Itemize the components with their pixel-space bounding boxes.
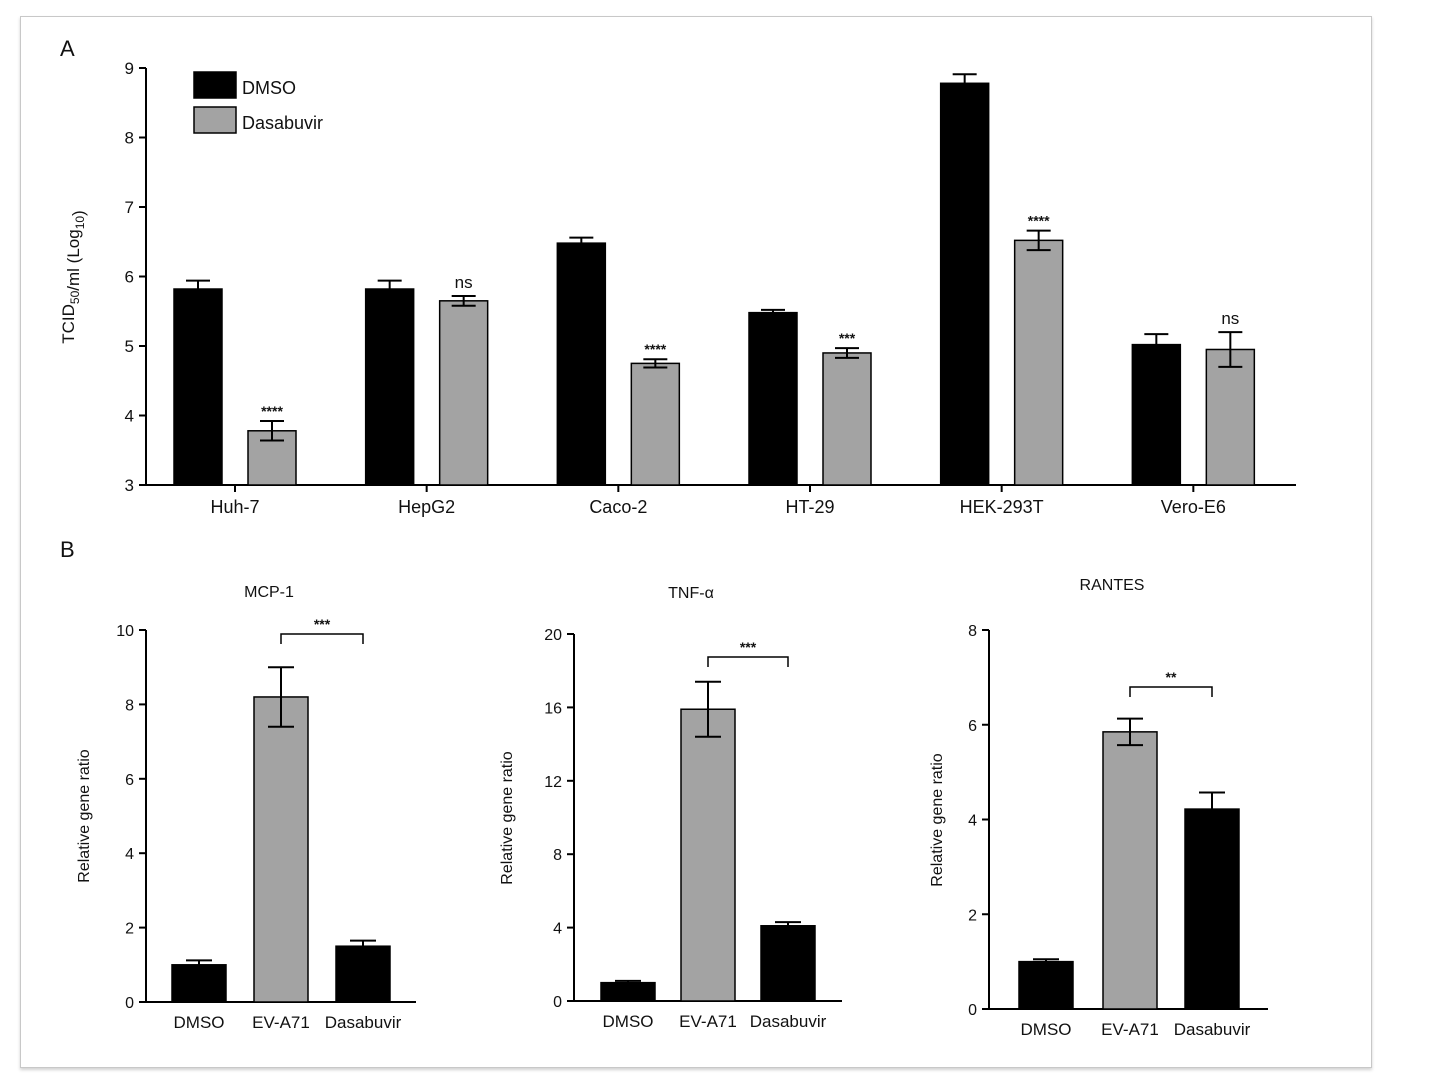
significance-label-a: ns	[455, 273, 473, 292]
y-tick-label-a: 5	[125, 337, 134, 356]
bar-a-dasabuvir	[438, 300, 489, 486]
x-tick-label-a: HEK-293T	[960, 497, 1044, 517]
y-tick-label-b: 2	[968, 907, 977, 924]
significance-label-a: ***	[839, 330, 856, 346]
panel-b-mcp1-chart: B MCP-1 0 2 4 6 8 10 Relative gene ratio DMSO EV-A…	[60, 537, 416, 1032]
y-tick-label-a: 8	[125, 129, 134, 148]
panel-a-chart: A 3 4 5 6 7 8 9 TCID50/ml (Log10) **** Huh-7 ns HepG…	[59, 36, 1296, 517]
legend-label-dasabuvir: Dasabuvir	[242, 113, 323, 133]
significance-bracket	[1129, 686, 1213, 697]
significance-label-a: ****	[261, 403, 283, 419]
bar-a-dmso	[173, 288, 223, 486]
y-axis-label-b: Relative gene ratio	[929, 753, 946, 887]
significance-bracket	[280, 633, 364, 644]
y-tick-label-b: 8	[968, 623, 977, 640]
y-tick-label-a: 4	[125, 407, 134, 426]
y-tick-label-b: 8	[553, 847, 562, 864]
bar-b-dasabuvir	[760, 925, 816, 1002]
y-axis-label-part: /ml (Log	[64, 229, 83, 290]
bar-b-dmso	[1018, 960, 1074, 1010]
bar-b-ev-a71	[253, 696, 309, 1003]
significance-label-b: **	[1166, 669, 1177, 685]
x-tick-label-a: Huh-7	[210, 497, 259, 517]
y-axis-label-a: TCID50/ml (Log10)	[59, 210, 88, 343]
y-tick-label-a: 3	[125, 476, 134, 495]
x-tick-label-a: HepG2	[398, 497, 455, 517]
y-tick-label-a: 7	[125, 198, 134, 217]
y-tick-label-b: 12	[544, 774, 562, 791]
bar-b-dasabuvir	[335, 945, 391, 1003]
bar-a-dasabuvir	[630, 362, 681, 486]
bar-a-dasabuvir	[1205, 348, 1256, 486]
legend-label-dmso: DMSO	[242, 78, 296, 98]
y-tick-label-b: 8	[125, 697, 134, 714]
y-tick-label-b: 0	[553, 994, 562, 1011]
bar-b-dmso	[171, 964, 227, 1003]
significance-label-a: ****	[1028, 213, 1050, 229]
y-tick-label-b: 10	[116, 623, 134, 640]
x-tick-label-a: HT-29	[785, 497, 834, 517]
y-tick-label-b: 4	[553, 921, 562, 938]
bar-b-ev-a71	[680, 708, 736, 1002]
x-tick-label-b: EV-A71	[252, 1013, 310, 1032]
subchart-title: MCP-1	[244, 584, 294, 601]
legend-swatch-dasabuvir	[193, 106, 237, 134]
bar-b-dasabuvir	[1184, 808, 1240, 1010]
x-tick-label-b: DMSO	[603, 1012, 654, 1031]
bar-a-dasabuvir	[822, 352, 872, 486]
bar-a-dmso	[1131, 343, 1182, 486]
x-tick-label-b: Dasabuvir	[750, 1012, 827, 1031]
y-tick-label-b: 0	[125, 995, 134, 1012]
bar-a-dmso	[939, 82, 990, 486]
y-tick-label-a: 9	[125, 59, 134, 78]
x-tick-label-b: DMSO	[174, 1013, 225, 1032]
y-axis-label-b: Relative gene ratio	[76, 749, 93, 883]
y-axis-label-part: )	[69, 210, 88, 216]
subchart-title: TNF-α	[668, 585, 714, 602]
x-tick-label-b: DMSO	[1021, 1020, 1072, 1039]
y-tick-label-b: 4	[968, 813, 977, 830]
legend-swatch-dmso	[193, 71, 237, 99]
x-tick-label-a: Vero-E6	[1161, 497, 1226, 517]
y-axis-label-subscript: 50	[68, 290, 82, 304]
y-tick-label-b: 16	[544, 700, 562, 717]
y-tick-label-a: 6	[125, 268, 134, 287]
y-tick-label-b: 0	[968, 1002, 977, 1019]
panel-b-tnf-chart: TNF-α 0 4 8 12 16 20 Relative gene ratio DMSO EV-…	[499, 585, 842, 1031]
x-tick-label-b: EV-A71	[1101, 1020, 1159, 1039]
significance-label-a: ns	[1221, 309, 1239, 328]
bar-a-dmso	[556, 242, 607, 486]
x-tick-label-a: Caco-2	[589, 497, 647, 517]
significance-label-a: ****	[644, 341, 666, 357]
y-tick-label-b: 2	[125, 921, 134, 938]
bar-a-dasabuvir	[1013, 239, 1064, 486]
panel-label-a: A	[60, 36, 75, 61]
y-axis-label-subscript: 10	[73, 216, 87, 230]
y-tick-label-b: 6	[968, 718, 977, 735]
panel-b-rantes-chart: RANTES 0 2 4 6 8 Relative gene ratio DMSO EV-A71…	[929, 577, 1268, 1039]
y-tick-label-b: 6	[125, 772, 134, 789]
x-tick-label-b: Dasabuvir	[1174, 1020, 1251, 1039]
panel-label-b: B	[60, 537, 75, 562]
significance-bracket	[707, 656, 789, 667]
y-axis-label-part: TCID	[59, 304, 78, 344]
bar-a-dmso	[364, 288, 415, 486]
y-tick-label-b: 4	[125, 846, 134, 863]
subchart-title: RANTES	[1080, 577, 1145, 594]
y-tick-label-b: 20	[544, 627, 562, 644]
x-tick-label-b: Dasabuvir	[325, 1013, 402, 1032]
x-tick-label-b: EV-A71	[679, 1012, 737, 1031]
y-axis-label-b: Relative gene ratio	[499, 751, 516, 885]
bar-b-ev-a71	[1102, 731, 1158, 1010]
significance-label-b: ***	[740, 639, 757, 655]
significance-label-b: ***	[314, 616, 331, 632]
bar-a-dmso	[748, 311, 798, 486]
